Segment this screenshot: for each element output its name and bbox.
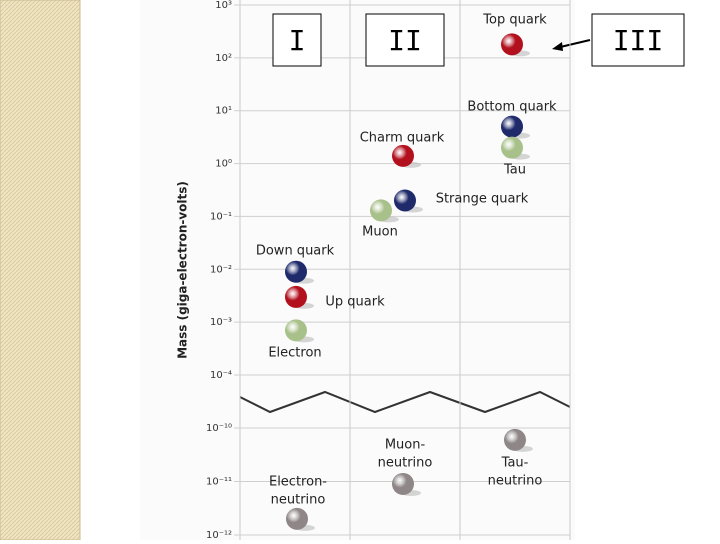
category-box	[272, 13, 322, 67]
particle-label: Strange quark	[436, 192, 529, 207]
particle	[501, 33, 523, 56]
y-tick-label: 10⁰	[215, 159, 232, 170]
y-tick-label: 10¹	[215, 106, 232, 117]
particle-label: Electron	[268, 346, 321, 361]
y-tick-label: 10³	[215, 0, 232, 11]
particle-label: neutrino	[271, 493, 326, 508]
chart-image	[140, 0, 575, 540]
particle	[285, 285, 307, 308]
y-tick-label: 10⁻¹¹	[206, 477, 232, 488]
particle	[392, 472, 414, 495]
particle	[501, 115, 523, 138]
y-tick-label: 10⁻¹²	[206, 530, 232, 540]
category-box	[591, 13, 685, 67]
particle	[286, 507, 308, 530]
particle-label: neutrino	[488, 474, 543, 489]
y-tick-label: 10⁻¹⁰	[206, 423, 232, 434]
y-tick-label: 10⁻²	[210, 264, 232, 275]
particle	[504, 428, 526, 451]
axis-break	[239, 390, 571, 414]
particle	[501, 136, 523, 159]
category-label: I	[289, 24, 306, 57]
y-tick-label: 10⁻¹	[210, 211, 232, 222]
category-box	[365, 13, 445, 67]
arrow-head	[552, 42, 563, 51]
particle-label: Tau	[503, 163, 526, 178]
particle-label: Up quark	[325, 295, 385, 310]
particle-label: Muon	[362, 225, 398, 240]
y-tick-label: 10²	[215, 53, 232, 64]
y-axis-label: Mass (giga-electron-volts)	[176, 181, 190, 359]
particle	[285, 319, 307, 342]
particle-label: Charm quark	[360, 131, 445, 146]
y-tick-label: 10⁻⁴	[210, 370, 232, 381]
particle-label: Muon-	[385, 438, 426, 453]
particle	[285, 260, 307, 283]
y-tick-label: 10⁻³	[210, 317, 232, 328]
particle	[394, 189, 416, 212]
particle	[370, 199, 392, 222]
particle-label: Electron-	[269, 475, 327, 490]
particle-label: Bottom quark	[467, 100, 557, 115]
particle-label: neutrino	[378, 456, 433, 471]
particle-label: Down quark	[256, 244, 335, 259]
particle-label: Tau-	[501, 456, 529, 471]
particle-label: Top quark	[482, 13, 547, 28]
side-strip	[0, 0, 81, 541]
category-label: II	[388, 24, 422, 57]
category-label: III	[613, 24, 664, 57]
particle	[392, 144, 414, 167]
